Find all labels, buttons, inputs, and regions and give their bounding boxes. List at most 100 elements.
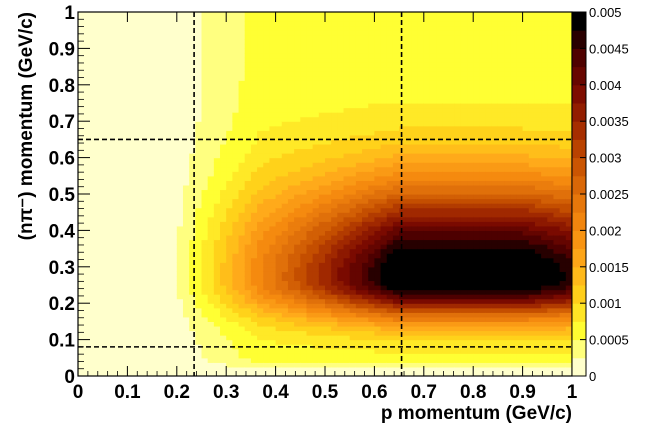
heatmap-cell [195,216,203,222]
heatmap-cell [232,294,240,300]
heatmap-cell [207,225,215,231]
heatmap-cell [392,130,400,136]
heatmap-cell [287,216,295,222]
heatmap-cell [127,271,135,277]
heatmap-cell [368,175,375,181]
heatmap-cell [331,121,338,127]
heatmap-cell [145,66,153,72]
heatmap-cell [269,52,277,59]
heatmap-cell [170,16,178,22]
heatmap-cell [368,198,375,204]
heatmap-cell [448,25,456,31]
heatmap-cell [306,30,314,36]
heatmap-cell [232,312,240,318]
heatmap-cell [337,216,345,222]
heatmap-cell [170,116,178,122]
heatmap-cell [195,353,203,359]
heatmap-cell [318,34,326,40]
heatmap-cell [176,239,184,245]
heatmap-cell [343,294,351,300]
heatmap-cell [331,253,338,259]
heatmap-cell [281,34,289,40]
heatmap-cell [250,162,258,168]
heatmap-cell [368,239,375,245]
heatmap-cell [318,298,326,304]
heatmap-cell [337,280,345,286]
heatmap-cell [263,353,271,359]
heatmap-cell [386,148,394,154]
heatmap-cell [269,289,277,295]
heatmap-cell [152,335,159,341]
heatmap-cell [349,143,357,150]
heatmap-cell [189,157,196,163]
heatmap-cell [201,153,209,159]
heatmap-cell [182,203,190,209]
heatmap-cell [115,43,122,49]
heatmap-cell [176,248,184,254]
heatmap-cell [325,116,332,122]
heatmap-cell [343,62,351,68]
heatmap-cell [145,130,153,136]
heatmap-cell [423,321,431,327]
heatmap-cell [318,207,326,213]
heatmap-cell [96,75,104,81]
heatmap-cell [207,116,215,122]
heatmap-cell [207,184,215,191]
heatmap-cell [325,280,332,286]
heatmap-cell [84,280,91,286]
heatmap-cell [325,157,332,163]
heatmap-cell [207,239,215,245]
heatmap-cell [176,266,184,272]
heatmap-cell [269,353,277,359]
heatmap-cell [90,207,98,213]
heatmap-cell [257,93,264,100]
heatmap-cell [411,112,419,118]
heatmap-cell [318,52,326,59]
heatmap-cell [281,271,289,277]
heatmap-cell [300,84,308,90]
heatmap-cell [226,166,233,172]
heatmap-cell [294,221,301,227]
heatmap-cell [306,121,314,127]
heatmap-cell [405,307,413,313]
heatmap-cell [454,207,462,213]
heatmap-cell [275,25,283,31]
heatmap-cell [145,248,153,254]
heatmap-cell [429,116,437,122]
heatmap-cell [244,16,252,22]
heatmap-cell [417,171,425,177]
heatmap-cell [405,194,413,200]
heatmap-cell [442,157,450,163]
heatmap-cell [442,234,450,241]
heatmap-cell [170,330,178,336]
heatmap-cell [442,116,450,122]
heatmap-cell [220,57,227,63]
heatmap-cell [189,153,196,159]
heatmap-cell [108,316,116,322]
heatmap-cell [78,335,85,341]
heatmap-cell [380,125,388,131]
heatmap-cell [182,157,190,163]
heatmap-cell [195,303,203,309]
heatmap-cell [423,316,431,322]
heatmap-cell [152,298,159,304]
heatmap-cell [90,371,98,376]
heatmap-cell [325,21,332,27]
heatmap-cell [411,21,419,27]
heatmap-cell [374,12,382,18]
heatmap-cell [226,71,233,77]
heatmap-cell [442,353,450,359]
heatmap-cell [108,175,116,181]
heatmap-cell [368,34,375,40]
heatmap-cell [78,93,85,100]
heatmap-cell [90,84,98,90]
heatmap-cell [232,275,240,282]
heatmap-cell [386,294,394,300]
heatmap-cell [300,98,308,104]
heatmap-cell [238,157,246,163]
heatmap-cell [448,285,456,291]
heatmap-cell [226,125,233,131]
heatmap-cell [84,207,91,213]
heatmap-cell [275,12,283,18]
heatmap-cell [257,112,264,118]
